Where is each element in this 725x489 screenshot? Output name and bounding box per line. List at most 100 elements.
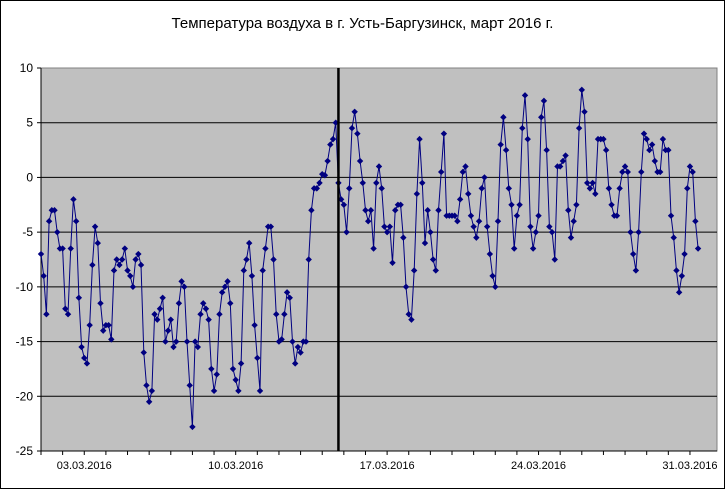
data-point: [235, 387, 242, 395]
data-point: [546, 223, 553, 230]
data-point: [148, 387, 156, 395]
data-point: [262, 245, 269, 252]
data-point: [589, 179, 596, 187]
data-point: [64, 311, 72, 318]
data-point: [519, 124, 526, 132]
data-point: [194, 343, 202, 351]
data-point: [419, 179, 426, 187]
data-point: [202, 305, 210, 312]
data-point: [575, 124, 583, 132]
data-point: [83, 360, 91, 367]
chart-title: Температура воздуха в г. Усть-Баргузинск…: [171, 15, 554, 32]
data-point: [356, 157, 364, 165]
data-point: [91, 223, 99, 230]
data-point: [584, 179, 591, 187]
data-point: [367, 207, 375, 214]
data-point: [162, 338, 169, 345]
data-point: [329, 135, 337, 143]
data-point: [175, 300, 183, 307]
data-point: [229, 365, 237, 373]
data-point: [181, 283, 188, 291]
data-point: [486, 250, 494, 258]
data-point: [551, 256, 558, 263]
y-tick-label: -5: [22, 225, 33, 239]
data-point: [251, 321, 258, 329]
data-point: [378, 185, 385, 192]
data-point: [351, 108, 358, 115]
data-point: [354, 130, 361, 137]
data-point: [465, 190, 472, 198]
y-tick-label: 10: [20, 61, 34, 75]
data-point: [565, 207, 572, 214]
data-point: [294, 343, 302, 351]
data-point: [286, 294, 293, 301]
data-point: [129, 283, 137, 291]
data-point: [232, 376, 239, 384]
data-point: [686, 163, 694, 170]
data-point: [173, 338, 180, 345]
data-point: [213, 371, 220, 378]
data-point: [156, 305, 164, 312]
data-point: [210, 387, 218, 395]
data-point: [608, 201, 615, 208]
data-point: [511, 245, 518, 252]
data-point: [627, 228, 634, 236]
data-point: [459, 168, 467, 176]
data-point: [643, 135, 650, 143]
data-point: [386, 223, 394, 230]
data-point: [437, 168, 445, 176]
data-point: [348, 124, 356, 132]
data-point: [364, 218, 372, 225]
data-point: [529, 245, 537, 252]
data-point: [651, 157, 659, 165]
data-point: [373, 179, 380, 187]
data-point: [494, 218, 502, 225]
data-point: [470, 223, 477, 230]
data-point: [692, 218, 699, 225]
data-point: [513, 212, 521, 219]
data-point: [164, 327, 172, 334]
data-point: [270, 256, 277, 263]
data-point: [689, 168, 696, 176]
data-point: [400, 234, 407, 241]
data-point: [291, 360, 299, 367]
data-point: [424, 207, 431, 214]
data-point: [124, 267, 131, 274]
data-point: [556, 163, 564, 170]
data-point: [191, 338, 199, 345]
data-point: [629, 250, 637, 258]
data-point: [559, 157, 567, 165]
data-point: [143, 382, 150, 389]
x-tick-label: 03.03.2016: [57, 460, 112, 472]
data-point: [281, 311, 288, 318]
data-point: [567, 234, 575, 241]
data-point: [205, 316, 212, 323]
data-point: [675, 289, 683, 296]
data-point: [481, 174, 488, 181]
data-point: [289, 338, 296, 345]
data-point: [159, 294, 166, 301]
data-point: [340, 201, 348, 208]
data-point: [40, 272, 47, 280]
data-point: [659, 135, 667, 143]
data-point: [392, 207, 399, 214]
data-point: [467, 212, 475, 219]
series-line: [40, 89, 699, 427]
x-tick-label: 31.03.2016: [662, 460, 717, 472]
data-point: [81, 354, 88, 362]
data-point: [110, 267, 118, 274]
data-point: [532, 228, 540, 236]
data-point: [456, 196, 464, 203]
data-point: [267, 223, 275, 230]
data-point: [508, 201, 515, 208]
data-point: [362, 207, 369, 214]
data-point: [478, 185, 485, 192]
data-point: [581, 108, 588, 115]
data-point: [429, 256, 437, 263]
data-point: [154, 316, 161, 323]
data-point: [397, 201, 404, 208]
data-point: [278, 336, 285, 343]
data-point: [451, 212, 458, 219]
data-point: [516, 201, 523, 208]
